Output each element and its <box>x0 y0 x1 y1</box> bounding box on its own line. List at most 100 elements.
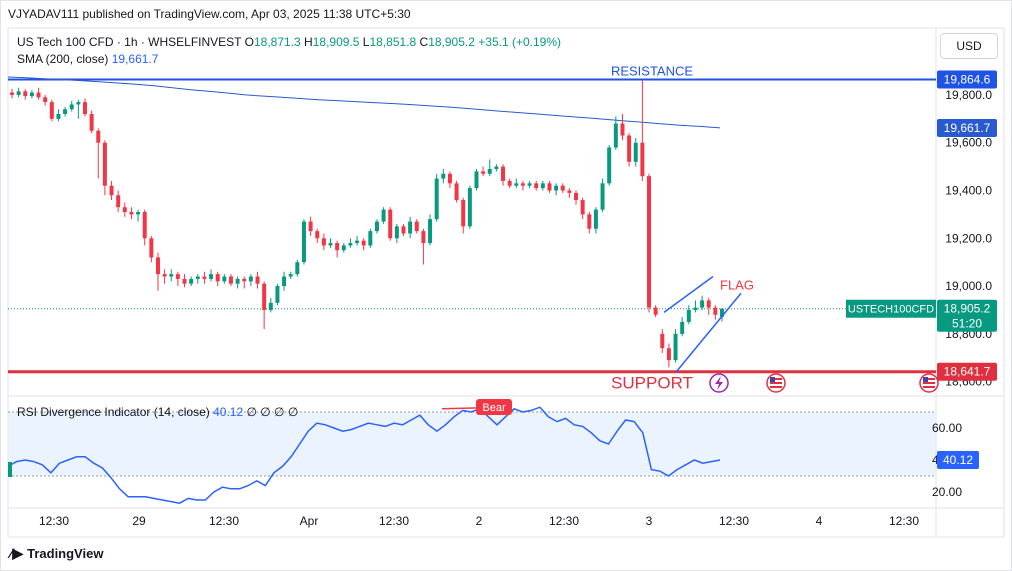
flag-lower-line <box>675 292 742 373</box>
sma-polyline <box>7 76 721 129</box>
candle-body <box>647 176 651 308</box>
candle-body <box>175 274 180 279</box>
bear-badge-text: Bear <box>482 402 506 414</box>
high-value: 18,909.5 <box>312 35 360 49</box>
candle-body <box>494 166 499 169</box>
candle-body <box>315 231 320 239</box>
candle-body <box>63 109 68 115</box>
sma-value: 19,661.7 <box>111 52 159 66</box>
rsi-value-tag-text: 40.12 <box>943 453 973 467</box>
candle-body <box>69 104 74 110</box>
tradingview-logo[interactable]: ⁄▶ TradingView <box>10 545 103 562</box>
resistance-label: RESISTANCE <box>611 63 693 78</box>
candle-body <box>487 168 492 174</box>
us-flag-event-icon[interactable] <box>919 373 939 393</box>
candle-body <box>627 135 632 162</box>
lightning-event-icon[interactable] <box>709 373 729 393</box>
candle-body <box>467 188 472 227</box>
rsi-marker <box>8 462 12 477</box>
symbol-legend[interactable]: US Tech 100 CFD · 1h · WHSELFINVEST O 18,… <box>17 35 561 49</box>
sma-price-value: 19,661.7 <box>944 121 991 135</box>
candle-body <box>235 278 240 284</box>
time-tick-label: 12:30 <box>549 514 579 528</box>
candle-body <box>388 209 393 239</box>
rsi-band <box>8 411 936 477</box>
us-flag-event-icon[interactable] <box>766 373 786 393</box>
candle-body <box>116 195 121 208</box>
candle-body <box>580 200 585 215</box>
candle-body <box>288 274 293 277</box>
candle-body <box>408 221 413 234</box>
sma-label[interactable]: SMA (200, close) <box>17 52 109 66</box>
publisher-info: VJYADAV111 published on TradingView.com,… <box>8 7 411 21</box>
candle-body <box>401 226 406 234</box>
candle-body <box>222 276 227 282</box>
candle-body <box>129 212 134 215</box>
candle-body <box>394 226 399 239</box>
price-tick-label: 19,600.0 <box>945 136 992 150</box>
candle-body <box>162 274 167 277</box>
candle-body <box>620 123 625 136</box>
level-price-tag <box>937 70 997 89</box>
sma-legend[interactable]: SMA (200, close) 19,661.7 <box>17 52 158 66</box>
time-tick-label: Apr <box>300 514 319 528</box>
symbol-tag <box>846 299 936 318</box>
time-tick-label: 12:30 <box>209 514 239 528</box>
time-axis[interactable]: 12:30 29 12:30 Apr 12:30 2 12:30 3 12:30 4 12:30 <box>39 514 919 528</box>
candle-body <box>328 243 333 246</box>
candle-body <box>481 171 486 174</box>
candle-body <box>720 308 724 317</box>
horizontal-levels[interactable]: RESISTANCE SUPPORT <box>8 63 936 393</box>
candle-body <box>282 276 287 287</box>
candle-body <box>295 262 300 275</box>
candle-body <box>195 276 200 279</box>
candle-body <box>421 231 426 244</box>
candle-body <box>428 219 433 244</box>
time-tick-label: 12:30 <box>719 514 749 528</box>
flag-pattern[interactable]: FLAG <box>663 275 754 373</box>
price-axis[interactable]: 20,000.019,800.019,600.019,400.019,200.0… <box>945 40 992 389</box>
sma-line[interactable] <box>7 76 721 129</box>
low-label: L <box>362 35 370 49</box>
rsi-label[interactable]: RSI Divergence Indicator (14, close) <box>17 405 210 419</box>
tv-logo-icon: ⁄▶ <box>10 545 24 561</box>
candle-body <box>381 209 386 222</box>
candle-body <box>255 276 260 284</box>
candle-body <box>501 166 506 181</box>
candle-body <box>43 97 48 103</box>
candle-body <box>189 278 194 284</box>
high-label: H <box>304 35 313 49</box>
price-tick-label: 19,800.0 <box>945 88 992 102</box>
candle-body <box>29 92 34 97</box>
candle-body <box>713 307 718 315</box>
candle-body <box>321 238 326 246</box>
price-tick-label: 19,400.0 <box>945 183 992 197</box>
currency-button[interactable]: USD <box>940 33 998 59</box>
candle-body <box>228 276 233 284</box>
candle-body <box>587 214 592 229</box>
last-price-value: 18,905.2 <box>944 302 991 316</box>
candle-body <box>308 221 313 232</box>
rsi-line[interactable]: Bear <box>7 399 721 504</box>
candle-body <box>155 257 160 275</box>
level-price-tag <box>937 362 997 381</box>
brand-name: TradingView <box>27 546 104 561</box>
time-tick-label: 2 <box>476 514 483 528</box>
open-label: O <box>244 35 254 49</box>
candle-body <box>122 207 127 212</box>
candle-body <box>527 183 532 186</box>
candle-body <box>182 278 187 284</box>
candle-body <box>520 183 525 186</box>
candle-body <box>567 190 572 193</box>
candle-body <box>23 91 28 97</box>
candles[interactable] <box>10 80 724 368</box>
candle-body <box>693 307 698 310</box>
candle-body <box>680 321 685 334</box>
flag-upper-line <box>663 275 714 313</box>
candle-body <box>248 276 253 282</box>
candle-body <box>686 309 691 322</box>
candle-body <box>414 221 419 232</box>
rsi-legend[interactable]: RSI Divergence Indicator (14, close) 40.… <box>17 405 298 419</box>
symbol-name[interactable]: US Tech 100 CFD · 1h · WHSELFINVEST <box>17 35 242 49</box>
